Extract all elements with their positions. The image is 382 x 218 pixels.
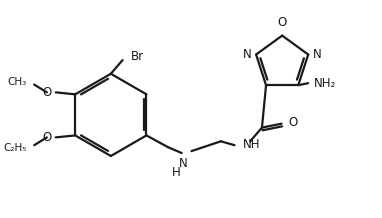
Text: Br: Br bbox=[130, 50, 144, 63]
Text: O: O bbox=[288, 116, 298, 129]
Text: O: O bbox=[42, 86, 52, 99]
Text: CH₃: CH₃ bbox=[7, 77, 26, 87]
Text: N: N bbox=[243, 48, 251, 61]
Text: NH: NH bbox=[243, 138, 260, 151]
Text: NH₂: NH₂ bbox=[314, 77, 336, 90]
Text: N: N bbox=[313, 48, 322, 61]
Text: H: H bbox=[172, 166, 180, 179]
Text: O: O bbox=[278, 16, 287, 29]
Text: O: O bbox=[42, 131, 52, 144]
Text: C₂H₅: C₂H₅ bbox=[3, 143, 26, 153]
Text: N: N bbox=[179, 157, 188, 170]
